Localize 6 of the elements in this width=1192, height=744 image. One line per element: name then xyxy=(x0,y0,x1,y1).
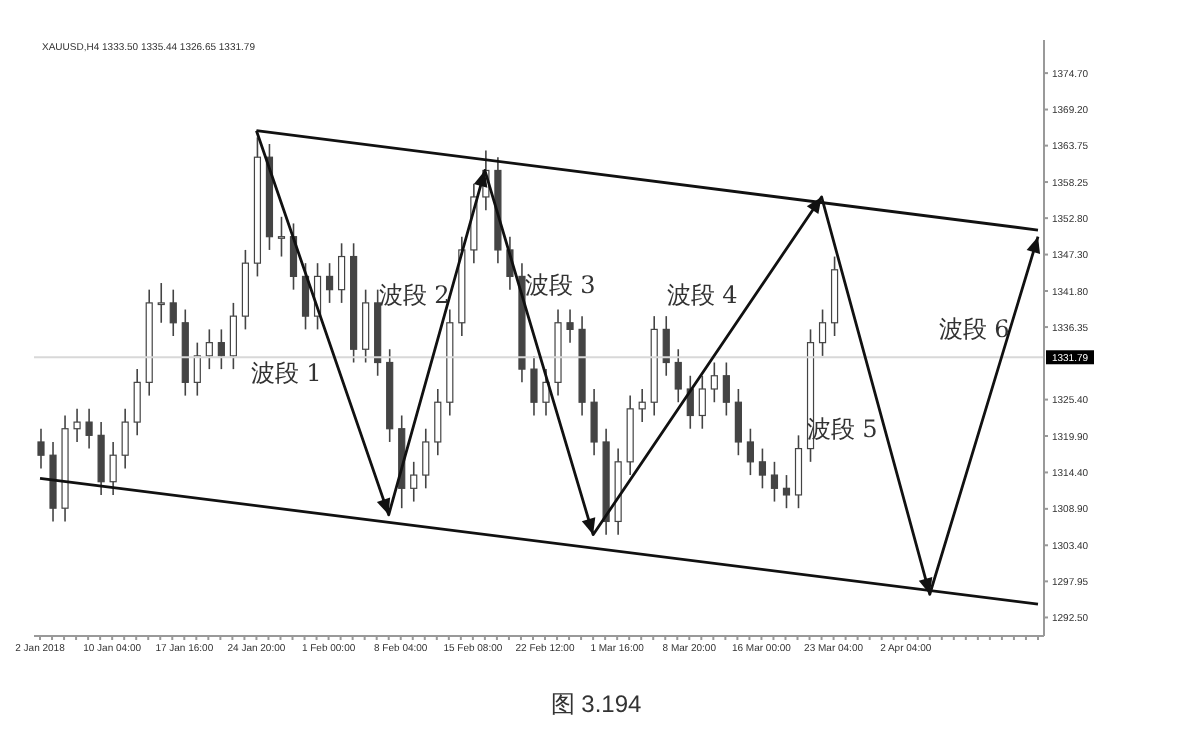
caption: 图 3.194 xyxy=(548,688,644,722)
annotation: 波段 1 xyxy=(250,357,322,391)
annotation: 波段 2 xyxy=(378,279,450,313)
annotation: 波段 3 xyxy=(524,269,596,303)
annotation: 波段 4 xyxy=(666,279,738,313)
annotation: 波段 6 xyxy=(938,313,1010,347)
